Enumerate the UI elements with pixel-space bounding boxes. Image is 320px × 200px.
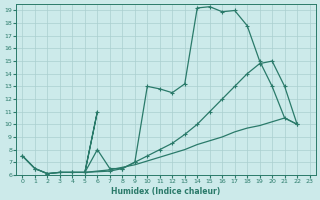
X-axis label: Humidex (Indice chaleur): Humidex (Indice chaleur) — [111, 187, 221, 196]
